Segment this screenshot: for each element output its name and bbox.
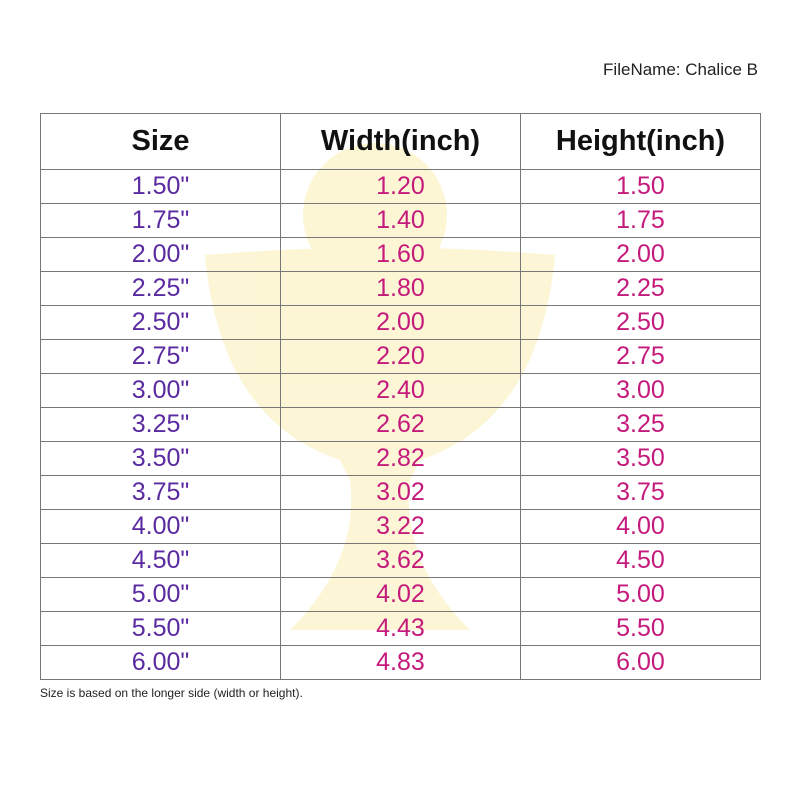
table-cell: 2.00 <box>520 237 761 272</box>
table-row: 1.50" 1.20 1.50 <box>40 169 761 204</box>
header-row: Size Width(inch) Height(inch) <box>40 113 761 170</box>
table-row: 3.25" 2.62 3.25 <box>40 407 761 442</box>
table-cell: 1.50" <box>40 169 281 204</box>
table-cell: 5.50 <box>520 611 761 646</box>
table-cell: 3.00 <box>520 373 761 408</box>
table-cell: 2.75 <box>520 339 761 374</box>
table-cell: 2.20 <box>280 339 521 374</box>
table-cell: 2.40 <box>280 373 521 408</box>
table-cell: 4.00 <box>520 509 761 544</box>
table-cell: 3.02 <box>280 475 521 510</box>
table-cell: 4.83 <box>280 645 521 680</box>
table-row: 4.50" 3.62 4.50 <box>40 543 761 578</box>
table-cell: 3.00" <box>40 373 281 408</box>
file-name: FileName: Chalice B <box>603 60 758 79</box>
table-cell: 4.43 <box>280 611 521 646</box>
table-cell: 3.22 <box>280 509 521 544</box>
table-row: 4.00" 3.22 4.00 <box>40 509 761 544</box>
table-cell: 1.60 <box>280 237 521 272</box>
table-row: 3.00" 2.40 3.00 <box>40 373 761 408</box>
table-cell: 4.02 <box>280 577 521 612</box>
column-header: Height(inch) <box>520 113 761 170</box>
table-row: 1.75" 1.40 1.75 <box>40 203 761 238</box>
table-row: 5.00" 4.02 5.00 <box>40 577 761 612</box>
table-cell: 1.75" <box>40 203 281 238</box>
table-cell: 2.00 <box>280 305 521 340</box>
table-cell: 4.50 <box>520 543 761 578</box>
table-row: 2.00" 1.60 2.00 <box>40 237 761 272</box>
table-cell: 2.25 <box>520 271 761 306</box>
table-cell: 4.00" <box>40 509 281 544</box>
table-cell: 2.50 <box>520 305 761 340</box>
table-cell: 2.82 <box>280 441 521 476</box>
column-header: Size <box>40 113 281 170</box>
table-row: 6.00" 4.83 6.00 <box>40 645 761 680</box>
table-cell: 3.25" <box>40 407 281 442</box>
table-cell: 3.75" <box>40 475 281 510</box>
table-cell: 2.62 <box>280 407 521 442</box>
table-cell: 5.00 <box>520 577 761 612</box>
table-cell: 5.00" <box>40 577 281 612</box>
table-body: 1.50" 1.20 1.50 1.75" 1.40 1.75 2.00" 1.60 2.00 2… <box>40 169 761 680</box>
table-cell: 1.75 <box>520 203 761 238</box>
table-cell: 2.75" <box>40 339 281 374</box>
table-cell: 4.50" <box>40 543 281 578</box>
size-table: Size Width(inch) Height(inch) 1.50" 1.20 1.5… <box>40 113 761 680</box>
table-row: 5.50" 4.43 5.50 <box>40 611 761 646</box>
table-row: 2.75" 2.20 2.75 <box>40 339 761 374</box>
table-cell: 3.50 <box>520 441 761 476</box>
table-cell: 2.00" <box>40 237 281 272</box>
table-cell: 6.00" <box>40 645 281 680</box>
table-row: 2.25" 1.80 2.25 <box>40 271 761 306</box>
table-cell: 2.25" <box>40 271 281 306</box>
table-row: 3.50" 2.82 3.50 <box>40 441 761 476</box>
table-cell: 5.50" <box>40 611 281 646</box>
table-row: 3.75" 3.02 3.75 <box>40 475 761 510</box>
table-cell: 3.75 <box>520 475 761 510</box>
table-cell: 3.62 <box>280 543 521 578</box>
table-cell: 3.50" <box>40 441 281 476</box>
table-cell: 3.25 <box>520 407 761 442</box>
table-cell: 2.50" <box>40 305 281 340</box>
table-row: 2.50" 2.00 2.50 <box>40 305 761 340</box>
table-cell: 1.20 <box>280 169 521 204</box>
column-header: Width(inch) <box>280 113 521 170</box>
table-cell: 1.50 <box>520 169 761 204</box>
table-cell: 1.40 <box>280 203 521 238</box>
table-cell: 6.00 <box>520 645 761 680</box>
table-cell: 1.80 <box>280 271 521 306</box>
footnote: Size is based on the longer side (width … <box>40 686 303 700</box>
